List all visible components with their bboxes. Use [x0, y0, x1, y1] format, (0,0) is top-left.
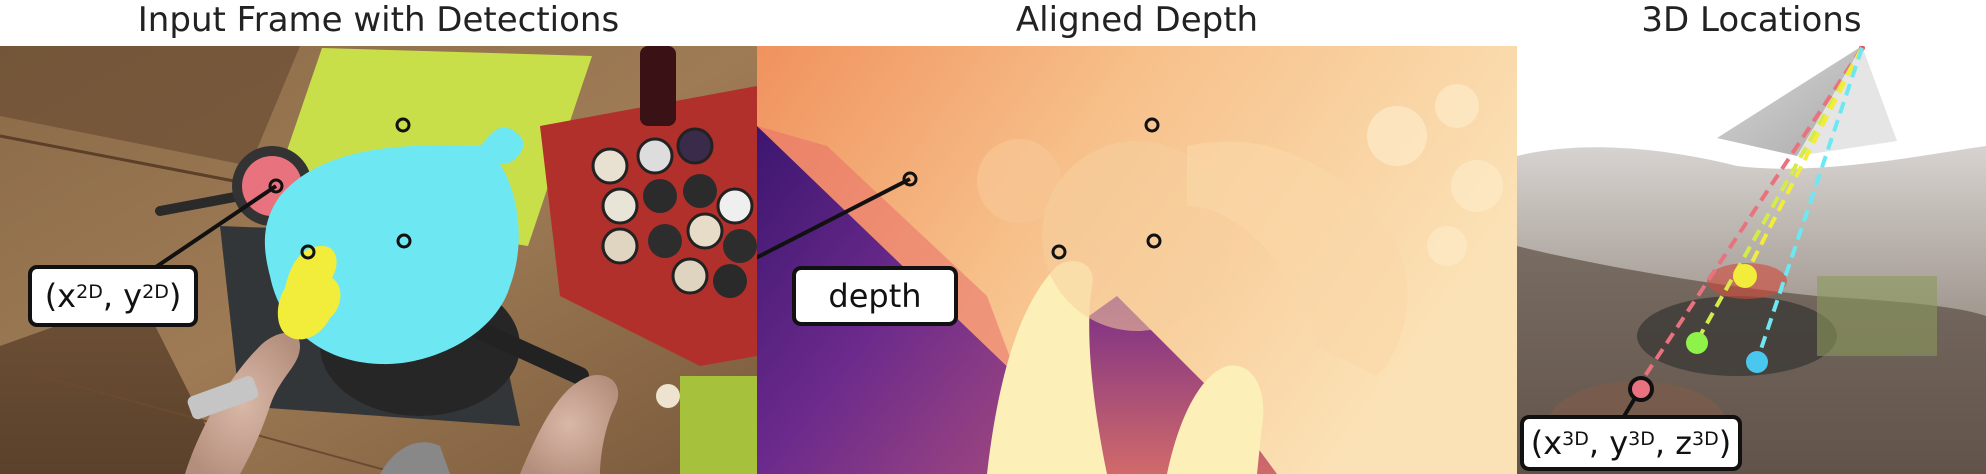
coord3d-y-sup: 3D — [1628, 428, 1655, 450]
detection-center-yellow — [300, 244, 316, 260]
depth-label: depth — [792, 266, 958, 326]
point3d-green — [1686, 332, 1708, 354]
coord2d-leader-line — [148, 184, 278, 273]
ray-pink — [1635, 46, 1864, 390]
depth-sample-pink — [902, 171, 918, 187]
depth-sample-cyan — [1146, 233, 1162, 249]
coord2d-y: , y — [102, 277, 143, 315]
aligned-depth-panel — [757, 46, 1517, 474]
depth-map-image — [757, 46, 1517, 474]
coord2d-x: (x — [44, 277, 77, 315]
depth-sample-yellow — [1051, 244, 1067, 260]
coord3d-label: (x 3D, y 3D, z 3D) — [1520, 415, 1742, 471]
coord3d-y: , y — [1588, 424, 1629, 462]
right-hand — [520, 375, 619, 474]
detection-mask-yellow — [277, 246, 341, 340]
coord3d-z-sup: 3D — [1692, 428, 1719, 450]
camera-frustum-left — [1717, 46, 1862, 156]
detection-center-pink — [268, 178, 284, 194]
title-input-frame: Input Frame with Detections — [137, 0, 620, 40]
coord2d-y-sup: 2D — [142, 281, 169, 303]
camera-frustum-right — [1797, 46, 1897, 156]
ray-yellow — [1743, 47, 1864, 277]
ray-cyan — [1755, 47, 1864, 362]
detection-center-board — [395, 117, 411, 133]
point3d-pink — [1628, 376, 1654, 402]
title-aligned-depth: Aligned Depth — [1015, 0, 1259, 40]
point3d-yellow — [1733, 264, 1757, 288]
input-frame-image — [0, 46, 757, 474]
depth-leader-line — [757, 177, 911, 260]
title-3d-locations: 3D Locations — [1641, 0, 1862, 40]
coord3d-close: ) — [1718, 424, 1732, 462]
depth-sample-board — [1144, 117, 1160, 133]
point3d-cyan — [1746, 351, 1768, 373]
coord2d-x-sup: 2D — [76, 281, 103, 303]
3d-reconstruction-image — [1517, 46, 1986, 474]
coord2d-close: ) — [168, 277, 182, 315]
coord3d-z: , z — [1654, 424, 1693, 462]
detection-center-cyan — [396, 233, 412, 249]
input-frame-panel — [0, 46, 757, 474]
spice-jars — [591, 46, 757, 298]
left-hand — [185, 332, 300, 474]
coord3d-x: (x — [1530, 424, 1563, 462]
coord3d-x-sup: 3D — [1562, 428, 1589, 450]
3d-locations-panel — [1517, 46, 1986, 474]
depth-text: depth — [828, 277, 922, 315]
coord2d-label: (x 2D, y 2D) — [28, 265, 198, 327]
